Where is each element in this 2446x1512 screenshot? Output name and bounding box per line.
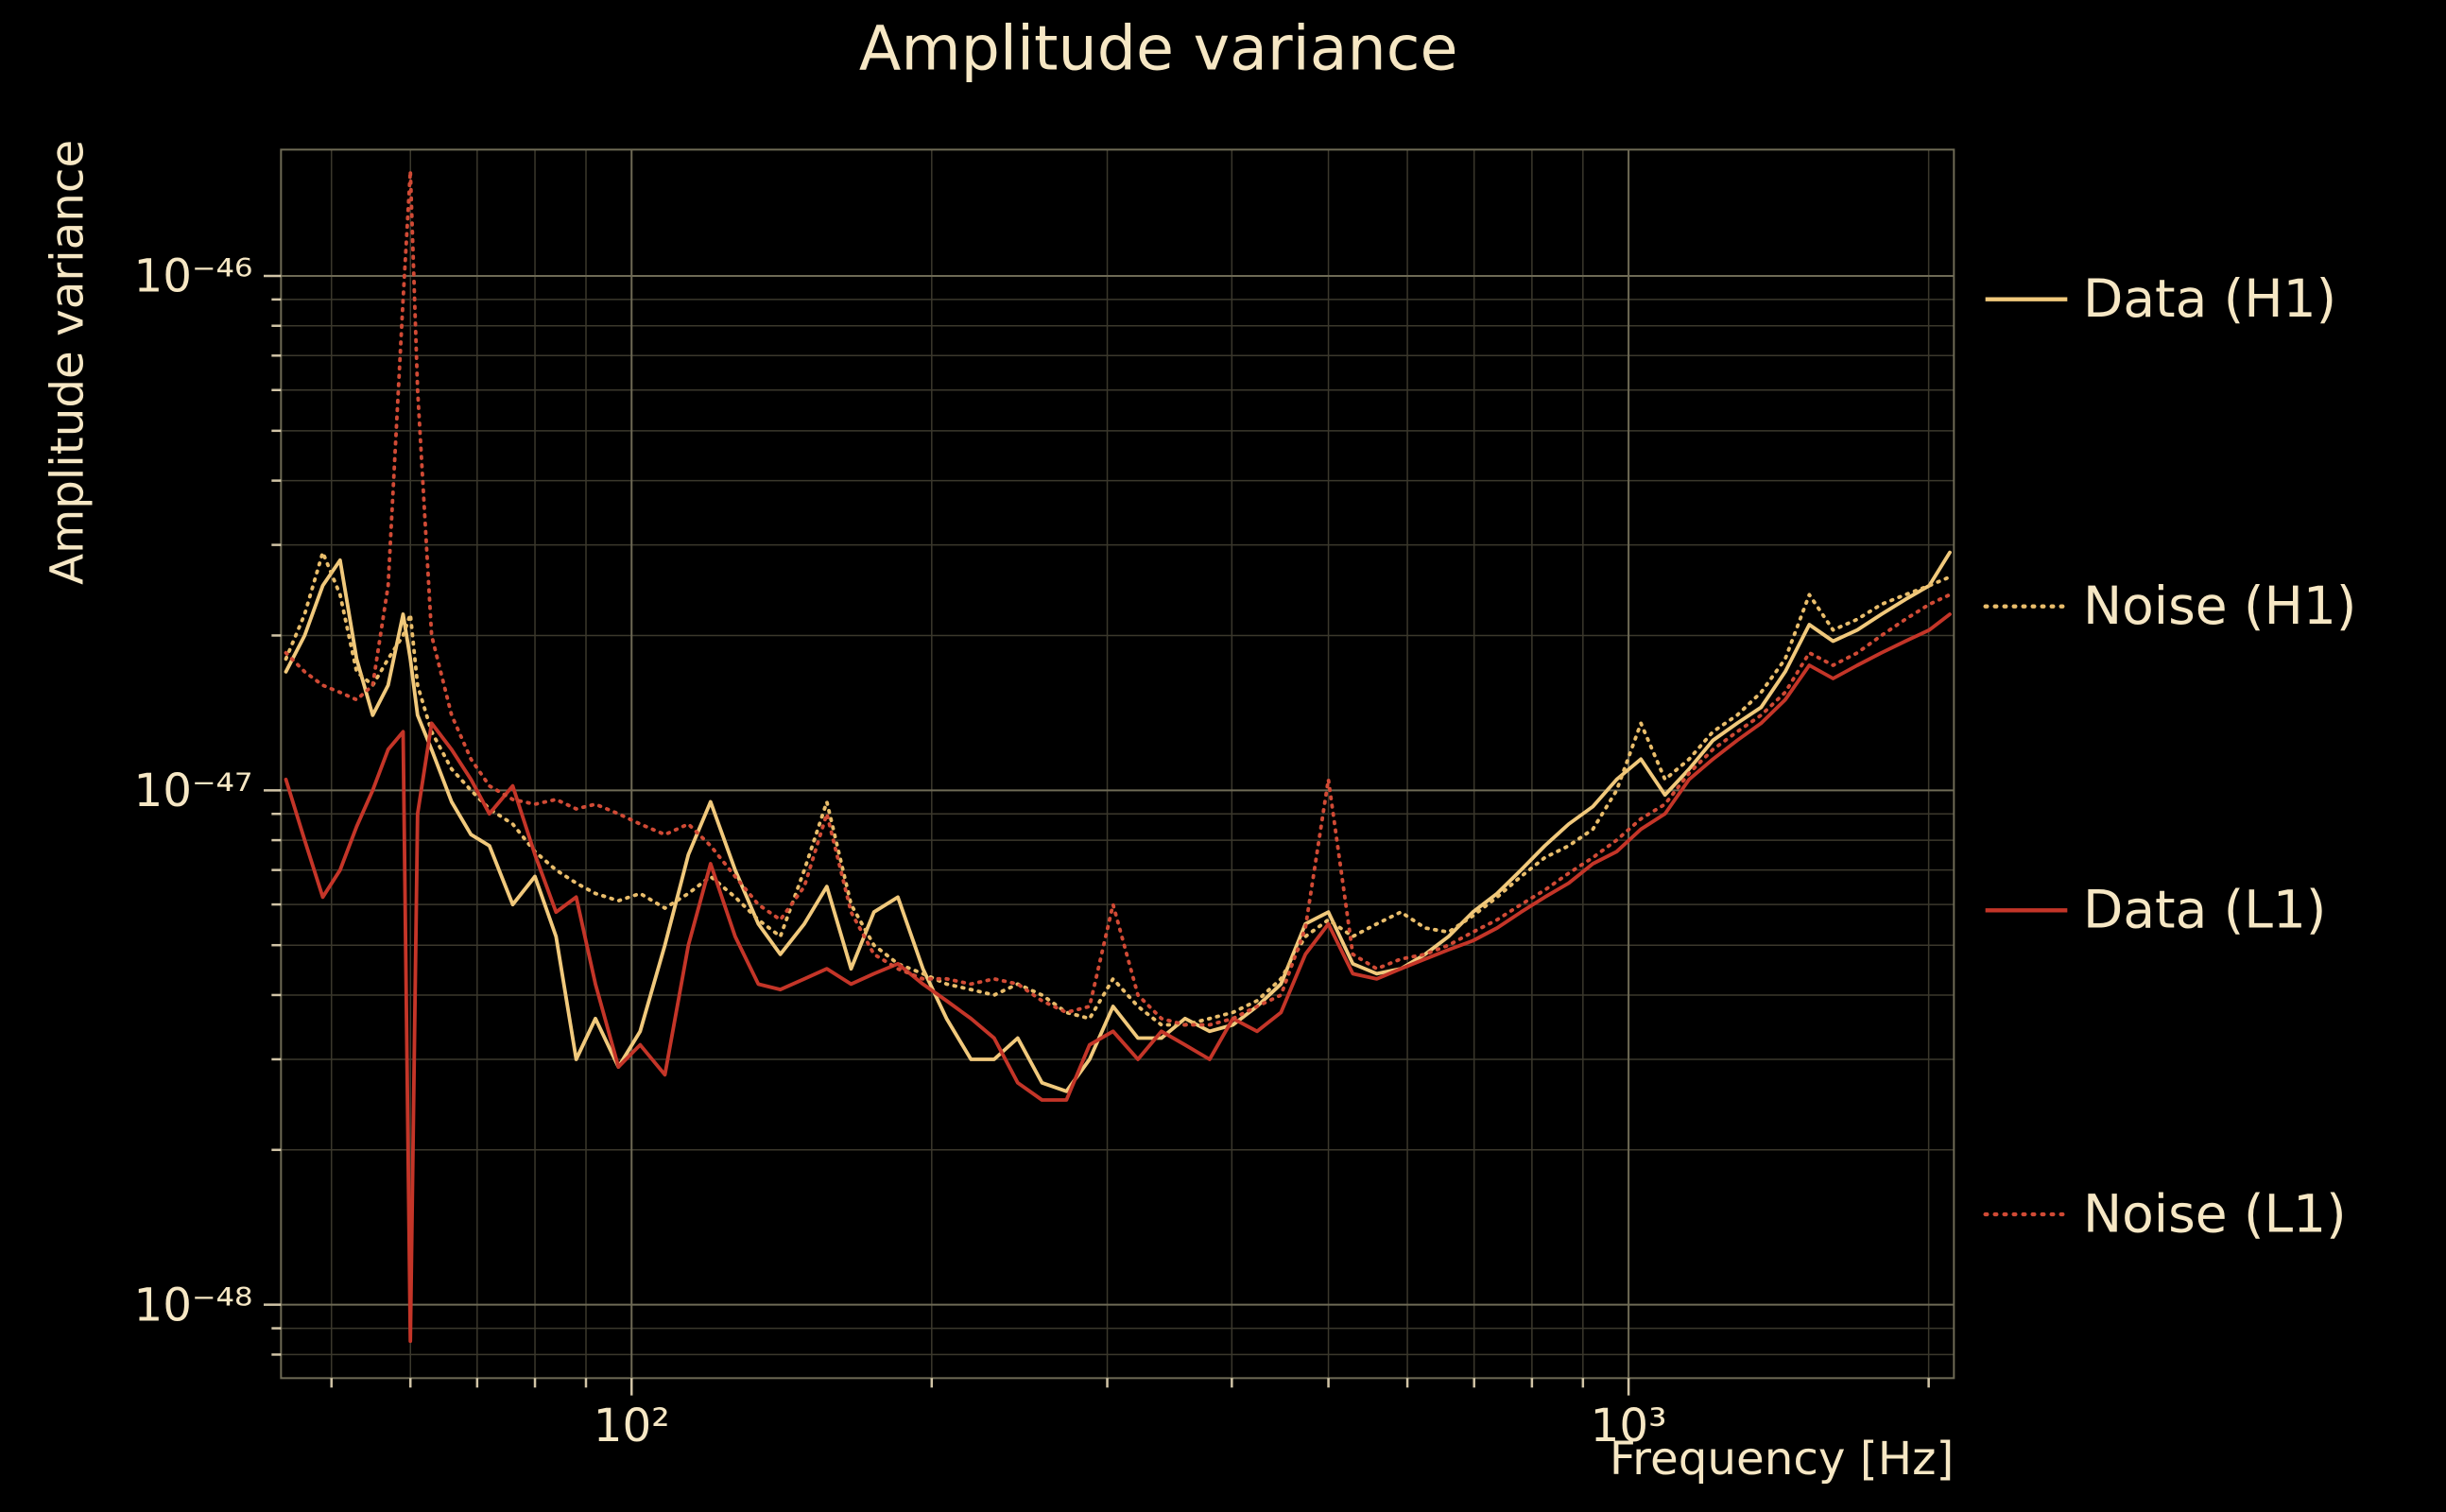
series-line-noise-l1	[284, 168, 1952, 1027]
tick-labels: 10² 10³ 10⁻⁴⁶ 10⁻⁴⁷ 10⁻⁴⁸	[134, 250, 1667, 1452]
axis-ticks	[264, 274, 1930, 1396]
legend: Data (H1) Noise (H1) Data (L1) Noise (L1…	[1983, 268, 2356, 1244]
legend-item-data-l1: Data (L1)	[1985, 880, 2326, 940]
x-tick-label: 10³	[1591, 1400, 1667, 1452]
series-line-data-h1	[284, 550, 1952, 1093]
legend-label-data-l1: Data (L1)	[2083, 880, 2326, 940]
plot-frame	[280, 148, 1955, 1380]
grid	[281, 149, 1955, 1379]
legend-item-data-h1: Data (H1)	[1985, 268, 2336, 329]
legend-label-noise-h1: Noise (H1)	[2083, 576, 2356, 636]
y-tick-label: 10⁻⁴⁸	[134, 1279, 253, 1332]
legend-label-noise-l1: Noise (L1)	[2083, 1183, 2347, 1244]
legend-item-noise-l1: Noise (L1)	[1983, 1183, 2347, 1244]
y-tick-label: 10⁻⁴⁶	[134, 250, 253, 303]
series-lines	[284, 168, 1952, 1344]
chart-title: Amplitude variance	[859, 13, 1458, 84]
legend-label-data-h1: Data (H1)	[2083, 268, 2336, 329]
y-axis-label: Amplitude variance	[41, 140, 94, 585]
x-tick-label: 10²	[594, 1400, 670, 1452]
legend-item-noise-h1: Noise (H1)	[1983, 576, 2356, 636]
y-tick-label: 10⁻⁴⁷	[134, 765, 253, 817]
series-line-data-l1	[284, 612, 1952, 1344]
x-axis-label: Frequency [Hz]	[1610, 1433, 1954, 1486]
